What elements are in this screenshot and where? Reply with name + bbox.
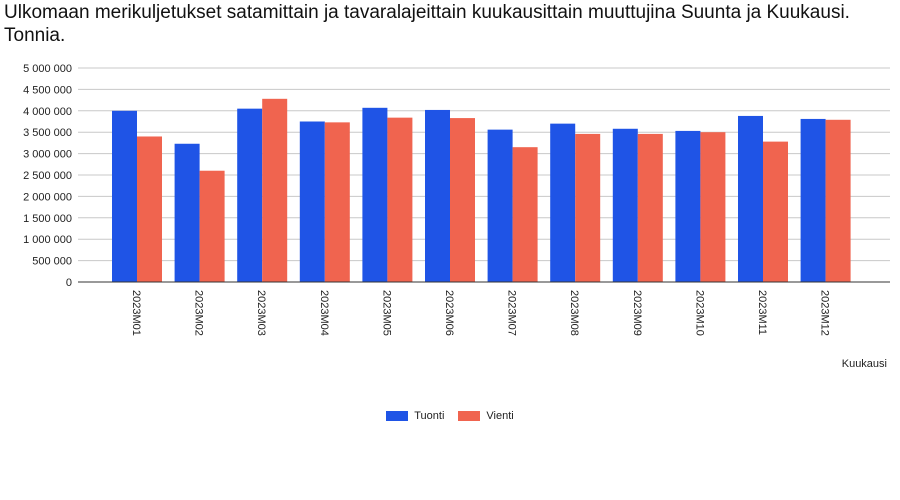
bar-tuonti-2023M11 <box>738 115 763 282</box>
bar-vienti-2023M06 <box>450 118 475 283</box>
bar-chart: 0 500 000 1 000 000 1 500 000 2 000 000 2 500… <box>23 63 890 370</box>
x-tick-label: 2023M06 <box>443 290 455 336</box>
bars <box>112 98 851 283</box>
y-tick-label: 3 500 000 <box>23 127 72 139</box>
y-tick-label: 4 500 000 <box>23 84 72 96</box>
y-axis-ticks: 0 500 000 1 000 000 1 500 000 2 000 000 2 500… <box>23 63 72 289</box>
x-axis-title: Kuukausi <box>842 358 887 370</box>
x-tick-label: 2023M07 <box>506 290 518 336</box>
bar-tuonti-2023M05 <box>362 107 388 282</box>
x-axis-ticks: 2023M01 2023M02 2023M03 2023M04 2023M05 2023M… <box>130 290 831 336</box>
bar-vienti-2023M03 <box>262 98 288 282</box>
bar-tuonti-2023M12 <box>800 118 826 282</box>
x-tick-label: 2023M12 <box>819 290 831 336</box>
bar-tuonti-2023M04 <box>299 121 325 282</box>
y-tick-label: 2 500 000 <box>23 170 72 182</box>
legend-label: Tuonti <box>414 410 445 422</box>
x-tick-label: 2023M08 <box>568 290 580 336</box>
y-tick-label: 5 000 000 <box>23 63 72 75</box>
x-tick-label: 2023M04 <box>318 290 330 336</box>
y-tick-label: 1 000 000 <box>23 234 72 246</box>
bar-vienti-2023M01 <box>137 136 162 282</box>
bar-vienti-2023M05 <box>387 117 413 282</box>
bar-vienti-2023M12 <box>825 119 851 283</box>
x-tick-label: 2023M05 <box>380 290 392 336</box>
x-tick-label: 2023M09 <box>631 290 643 336</box>
legend-swatch <box>386 411 409 421</box>
y-tick-label: 0 <box>66 277 72 289</box>
bar-tuonti-2023M02 <box>174 143 200 282</box>
bar-tuonti-2023M08 <box>550 123 576 282</box>
legend-label: Vienti <box>486 410 514 422</box>
y-tick-label: 2 000 000 <box>23 191 72 203</box>
legend-swatch <box>458 411 481 421</box>
y-tick-label: 500 000 <box>32 256 72 268</box>
bar-vienti-2023M08 <box>575 133 601 282</box>
y-tick-label: 1 500 000 <box>23 213 72 225</box>
bar-tuonti-2023M03 <box>237 108 263 282</box>
bar-tuonti-2023M09 <box>612 128 638 282</box>
bar-vienti-2023M11 <box>763 141 788 282</box>
bar-tuonti-2023M01 <box>112 110 137 282</box>
legend-item-tuonti[interactable]: Tuonti <box>386 410 444 422</box>
x-tick-label: 2023M03 <box>255 290 267 336</box>
x-tick-label: 2023M01 <box>130 290 142 336</box>
y-tick-label: 4 000 000 <box>23 106 72 118</box>
bar-tuonti-2023M06 <box>425 109 450 282</box>
legend-item-vienti[interactable]: Vienti <box>458 410 514 422</box>
chart-title: Ulkomaan merikuljetukset satamittain ja … <box>4 2 850 46</box>
bar-tuonti-2023M07 <box>487 129 513 282</box>
bar-vienti-2023M04 <box>324 122 350 282</box>
x-tick-label: 2023M10 <box>693 290 705 336</box>
bar-vienti-2023M02 <box>199 170 225 282</box>
bar-vienti-2023M09 <box>637 133 663 282</box>
legend: Tuonti Vienti <box>0 410 900 422</box>
y-tick-label: 3 000 000 <box>23 149 72 161</box>
x-tick-label: 2023M02 <box>193 290 205 336</box>
bar-vienti-2023M10 <box>700 132 726 282</box>
x-tick-label: 2023M11 <box>756 290 768 335</box>
bar-vienti-2023M07 <box>512 147 538 282</box>
bar-tuonti-2023M10 <box>675 130 701 282</box>
